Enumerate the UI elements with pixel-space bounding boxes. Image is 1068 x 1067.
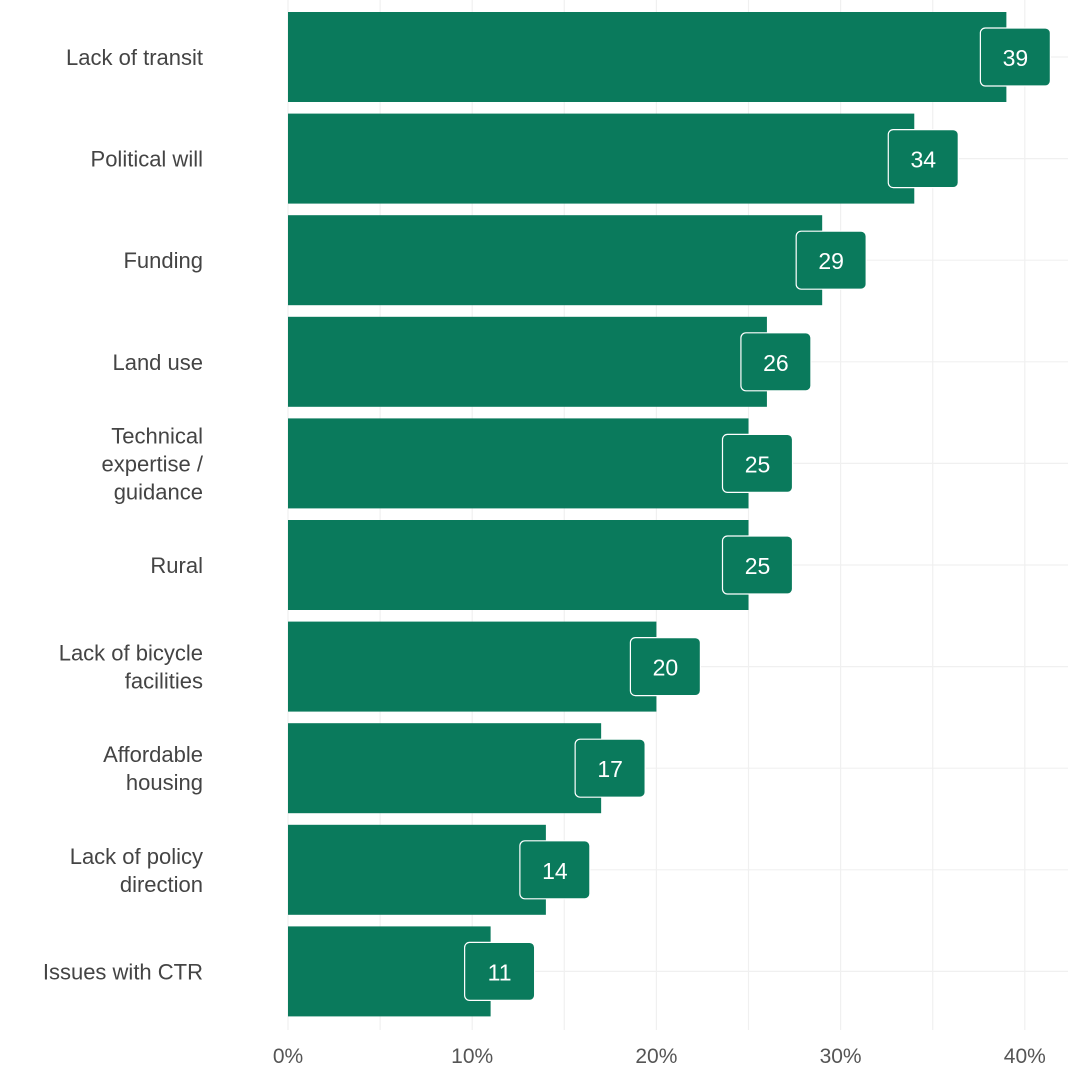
data-label-0: 39: [979, 27, 1051, 87]
bars: [288, 12, 1007, 1017]
category-label-line: expertise /: [102, 451, 204, 476]
data-label-text: 26: [763, 350, 789, 376]
category-label-8: Lack of policy direction: [70, 843, 203, 896]
data-label-6: 20: [629, 636, 702, 697]
data-label-box: [721, 535, 794, 595]
bar-7: [288, 723, 602, 814]
category-label-6: Lack of bicycle facilities: [59, 640, 203, 693]
category-label-line: Technical: [111, 423, 203, 448]
x-tick-label-2: 20%: [635, 1045, 677, 1067]
data-label-box: [795, 230, 867, 290]
data-label-9: 11: [464, 941, 536, 1002]
data-label-4: 25: [721, 433, 794, 493]
x-axis-ticks: 0% 10% 20% 30% 40%: [273, 1045, 1046, 1067]
category-label-line: Lack of bicycle: [59, 640, 203, 665]
bar-2: [288, 215, 823, 306]
data-label-text: 20: [653, 655, 679, 681]
data-label-text: 17: [597, 756, 623, 782]
x-tick-label-4: 40%: [1004, 1045, 1046, 1067]
x-tick-label-3: 30%: [820, 1045, 862, 1067]
category-label-7: Affordable housing: [103, 742, 203, 795]
data-label-text: 34: [910, 147, 936, 173]
data-labels: 39 34 29 26 25 25 20 17 14 11: [464, 27, 1051, 1002]
data-label-3: 26: [740, 332, 812, 392]
category-label-2: Funding: [123, 248, 203, 273]
category-label-line: guidance: [114, 479, 203, 504]
category-label-line: direction: [120, 871, 203, 896]
bar-8: [288, 824, 546, 915]
data-label-box: [740, 332, 812, 392]
category-label-5: Rural: [150, 553, 203, 578]
data-label-7: 17: [574, 738, 646, 798]
data-label-box: [464, 941, 536, 1002]
bar-4: [288, 418, 749, 509]
data-label-text: 25: [745, 553, 771, 579]
data-label-box: [574, 738, 646, 798]
data-label-1: 34: [887, 129, 959, 189]
category-label-line: Land use: [112, 349, 203, 374]
data-label-text: 29: [818, 248, 844, 274]
category-label-line: Lack of transit: [66, 45, 203, 70]
data-label-5: 25: [721, 535, 794, 595]
category-label-9: Issues with CTR: [43, 959, 203, 984]
category-label-line: Funding: [123, 248, 203, 273]
bar-1: [288, 113, 915, 204]
category-label-line: Rural: [150, 553, 203, 578]
category-label-3: Land use: [112, 349, 203, 374]
category-label-line: Issues with CTR: [43, 959, 203, 984]
x-tick-label-0: 0%: [273, 1045, 303, 1067]
bar-6: [288, 621, 657, 712]
bar-9: [288, 926, 491, 1017]
bar-5: [288, 520, 749, 610]
data-label-text: 25: [745, 451, 771, 477]
data-label-box: [887, 129, 959, 189]
category-label-line: facilities: [125, 668, 203, 693]
category-label-1: Political will: [91, 146, 203, 171]
data-label-2: 29: [795, 230, 867, 290]
data-label-text: 14: [542, 858, 568, 884]
category-label-line: Lack of policy: [70, 843, 203, 868]
category-label-line: housing: [126, 770, 203, 795]
x-tick-label-1: 10%: [451, 1045, 493, 1067]
bar-3: [288, 316, 767, 407]
data-label-text: 39: [1003, 45, 1029, 71]
data-label-box: [721, 433, 794, 493]
data-label-box: [519, 840, 591, 900]
category-label-4: Technical expertise / guidance: [102, 423, 204, 504]
category-label-line: Affordable: [103, 742, 203, 767]
data-label-8: 14: [519, 840, 591, 900]
category-label-line: Political will: [91, 146, 203, 171]
category-label-0: Lack of transit: [66, 45, 203, 70]
data-label-text: 11: [488, 959, 512, 985]
bar-0: [288, 12, 1007, 102]
data-label-box: [979, 27, 1051, 87]
data-label-box: [629, 636, 702, 697]
category-labels: Lack of transit Political will Funding Land…: [43, 45, 204, 984]
